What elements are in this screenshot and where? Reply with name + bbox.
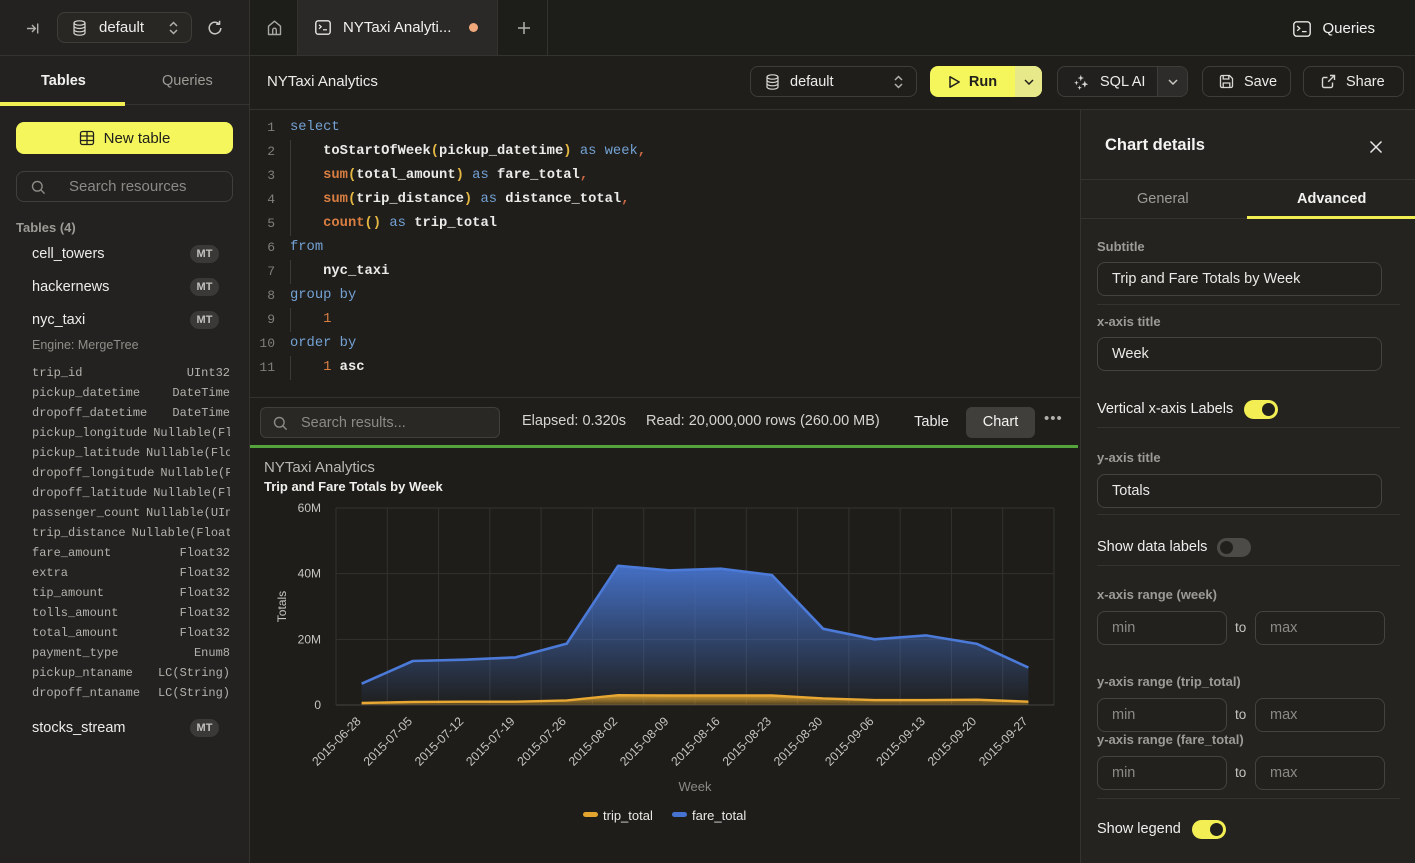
svg-text:2015-08-30: 2015-08-30 — [771, 714, 825, 768]
svg-text:40M: 40M — [298, 567, 321, 581]
svg-text:2015-09-13: 2015-09-13 — [874, 714, 928, 768]
svg-text:Week: Week — [679, 779, 712, 794]
svg-text:fare_total: fare_total — [692, 808, 746, 823]
svg-text:2015-06-28: 2015-06-28 — [309, 714, 363, 768]
svg-text:Totals: Totals — [275, 591, 289, 622]
svg-text:2015-07-19: 2015-07-19 — [463, 714, 517, 768]
svg-text:2015-08-02: 2015-08-02 — [566, 714, 620, 768]
svg-text:60M: 60M — [298, 501, 321, 515]
svg-text:2015-08-09: 2015-08-09 — [617, 714, 671, 768]
svg-text:2015-07-05: 2015-07-05 — [361, 714, 415, 768]
svg-text:2015-07-26: 2015-07-26 — [515, 714, 569, 768]
svg-text:2015-09-27: 2015-09-27 — [976, 714, 1030, 768]
svg-text:2015-07-12: 2015-07-12 — [412, 714, 466, 768]
svg-text:2015-08-23: 2015-08-23 — [720, 714, 774, 768]
svg-text:0: 0 — [314, 698, 321, 712]
svg-text:2015-09-06: 2015-09-06 — [822, 714, 876, 768]
svg-text:2015-09-20: 2015-09-20 — [925, 714, 979, 768]
svg-text:trip_total: trip_total — [603, 808, 653, 823]
svg-text:20M: 20M — [298, 632, 321, 646]
svg-text:2015-08-16: 2015-08-16 — [668, 714, 722, 768]
